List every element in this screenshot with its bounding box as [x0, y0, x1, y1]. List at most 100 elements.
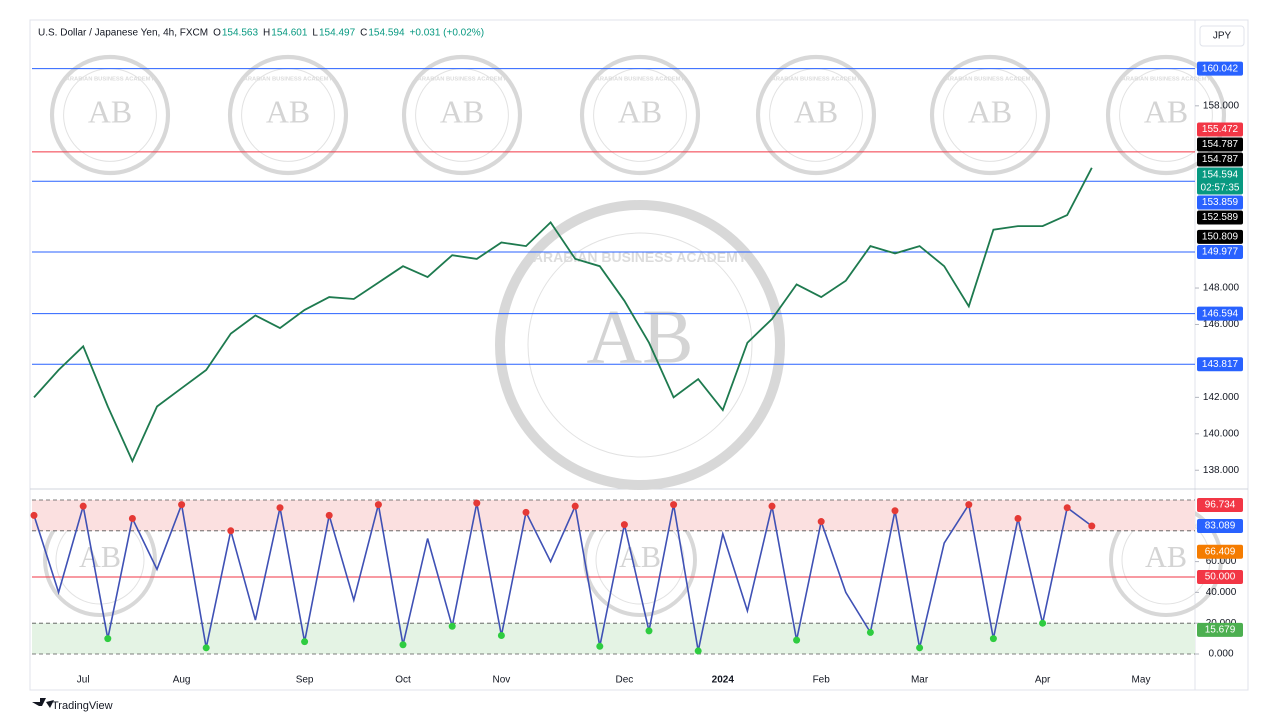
- level-label: 66.409: [1205, 546, 1236, 557]
- level-label-bg: [1197, 210, 1243, 225]
- x-tick-label: Oct: [395, 675, 411, 686]
- level-label: 152.589: [1202, 212, 1239, 223]
- ohlc-value: 154.594: [368, 28, 405, 39]
- level-label: 154.594: [1202, 170, 1239, 181]
- overbought-dot: [1014, 514, 1022, 522]
- overbought-dot: [79, 502, 87, 510]
- y-tick-label: 146.000: [1203, 319, 1240, 330]
- oversold-dot: [104, 635, 112, 643]
- overbought-dot: [178, 501, 186, 509]
- y-tick-label: 140.000: [1203, 428, 1240, 439]
- level-label-bg: [1197, 569, 1243, 584]
- y-tick-label: 158.000: [1203, 100, 1240, 111]
- x-tick-label: 2024: [712, 675, 735, 686]
- oversold-dot: [694, 647, 702, 655]
- x-tick-label: Apr: [1035, 675, 1051, 686]
- watermark-initials: AB: [587, 294, 694, 380]
- countdown: 02:57:35: [1201, 183, 1240, 194]
- level-label: 143.817: [1202, 359, 1239, 370]
- watermark-name: ARABIAN BUSINESS ACADEMY: [1122, 77, 1211, 83]
- overbought-dot: [768, 502, 776, 510]
- x-tick-label: May: [1132, 675, 1151, 686]
- overbought-dot: [571, 502, 579, 510]
- series-line: [33, 501, 1093, 652]
- overbought-dot: [276, 504, 284, 512]
- series-line: [33, 167, 1093, 464]
- ohlc-value: 154.497: [319, 28, 356, 39]
- watermark-initials: AB: [88, 94, 132, 129]
- y-tick-label: 0.000: [1208, 649, 1233, 660]
- x-tick-label: Nov: [493, 675, 511, 686]
- watermark-name: ARABIAN BUSINESS ACADEMY: [772, 77, 861, 83]
- overbought-dot: [473, 499, 481, 507]
- y-tick-label: 138.000: [1203, 465, 1240, 476]
- watermark-name: ARABIAN BUSINESS ACADEMY: [946, 77, 1035, 83]
- oversold-dot: [793, 636, 801, 644]
- currency-button[interactable]: [1199, 25, 1245, 47]
- level-label-bg: [1197, 195, 1243, 210]
- frame: [29, 19, 1249, 691]
- zone-band: [32, 500, 1195, 531]
- currency[interactable]: JPY: [1213, 31, 1232, 42]
- y-tick-label: 40.000: [1206, 587, 1237, 598]
- watermark-ring: [755, 54, 877, 176]
- oversold-dot: [916, 644, 924, 652]
- level-label: 149.977: [1202, 247, 1239, 258]
- watermark-name: ARABIAN BUSINESS ACADEMY: [596, 77, 685, 83]
- level-label-bg: [1197, 137, 1243, 152]
- level-label-bg: [1197, 357, 1243, 372]
- watermark-initials: AB: [968, 94, 1012, 129]
- watermark-initials: AB: [619, 540, 661, 574]
- y-tick-label: 148.000: [1203, 283, 1240, 294]
- watermark-name: ARABIAN BUSINESS ACADEMY: [418, 77, 507, 83]
- watermark-initials: AB: [618, 94, 662, 129]
- watermark-initials: AB: [79, 540, 121, 574]
- level-label: 154.787: [1202, 154, 1239, 165]
- watermarks: AB ARABIAN BUSINESS ACADEMY AB ARABIAN BUSI…: [43, 54, 1227, 617]
- level-label: 96.734: [1205, 500, 1236, 511]
- watermark-ring: [495, 200, 785, 490]
- level-label-bg: [1197, 306, 1243, 321]
- level-label-bg: [1197, 519, 1243, 534]
- level-label: 154.787: [1202, 139, 1239, 150]
- level-label-bg: [1197, 229, 1243, 244]
- level-label: 50.000: [1205, 572, 1236, 583]
- overbought-dot: [227, 527, 235, 535]
- y-tick-label: 142.000: [1203, 392, 1240, 403]
- overbought-dot: [965, 501, 973, 509]
- overbought-dot: [1063, 504, 1071, 512]
- oversold-dot: [301, 638, 309, 646]
- x-tick-label: Feb: [813, 675, 831, 686]
- oversold-dot: [989, 635, 997, 643]
- x-tick-label: Aug: [173, 675, 191, 686]
- watermark-ring: [579, 54, 701, 176]
- watermark-name: ARABIAN BUSINESS ACADEMY: [244, 77, 333, 83]
- x-tick-label: Sep: [296, 675, 314, 686]
- overbought-dot: [817, 518, 825, 526]
- ohlc-key: C: [360, 28, 367, 39]
- level-label: 160.042: [1202, 63, 1239, 74]
- watermark-initials: AB: [266, 94, 310, 129]
- level-label-bg: [1197, 152, 1243, 167]
- x-tick-label: Dec: [616, 675, 634, 686]
- oversold-dot: [1039, 619, 1047, 627]
- level-label-bg: [1197, 622, 1243, 637]
- overbought-dot: [620, 521, 628, 529]
- ohlc-key: O: [213, 28, 221, 39]
- watermark-initials: AB: [440, 94, 484, 129]
- level-label-bg: [1197, 498, 1243, 513]
- level-label: 15.679: [1205, 624, 1236, 635]
- level-label-bg: [1197, 245, 1243, 260]
- watermark-initials: AB: [794, 94, 838, 129]
- overbought-dot: [670, 501, 678, 509]
- oversold-dot: [645, 627, 653, 635]
- watermark-ring: [929, 54, 1051, 176]
- level-label: 83.089: [1205, 521, 1236, 532]
- brand-logo: [32, 698, 54, 708]
- level-label-bg: [1197, 61, 1243, 76]
- watermark-ring: [227, 54, 349, 176]
- level-label: 150.809: [1202, 231, 1239, 242]
- ohlc-key: L: [312, 28, 318, 39]
- ohlc-value: 154.563: [222, 28, 259, 39]
